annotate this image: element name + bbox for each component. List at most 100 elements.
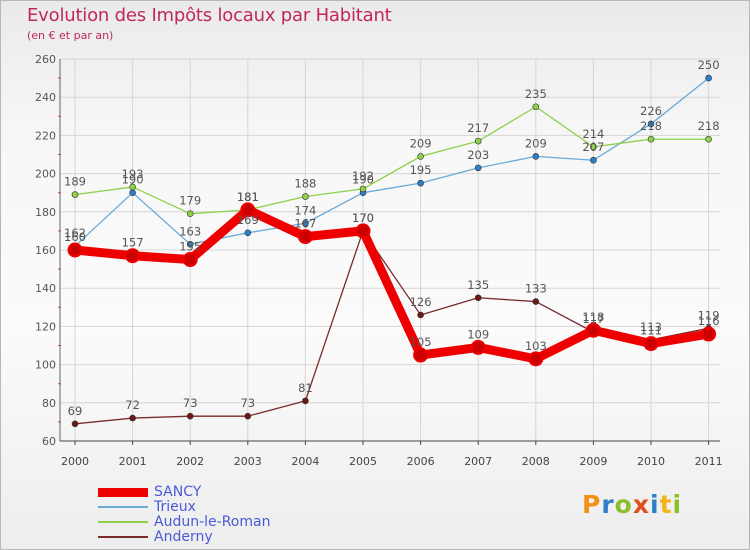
legend-label-sancy: SANCY: [154, 484, 202, 500]
logo-letter: o: [614, 490, 633, 519]
data-label: 73: [240, 396, 255, 410]
data-point: [643, 336, 659, 352]
data-point: [413, 347, 429, 363]
y-tick-label: 260: [35, 53, 56, 66]
data-label: 116: [698, 314, 720, 328]
legend-swatch-anderny: [98, 536, 148, 538]
data-point: [474, 164, 482, 172]
data-label: 226: [640, 104, 662, 118]
data-point: [244, 229, 252, 237]
y-tick-label: 240: [35, 91, 56, 104]
data-label: 109: [467, 327, 489, 341]
legend-label-anderny: Anderny: [154, 529, 213, 545]
x-tick-label: 2002: [176, 455, 204, 468]
data-label: 181: [237, 190, 259, 204]
data-point: [470, 339, 486, 355]
data-label: 190: [122, 173, 144, 187]
x-tick-label: 2000: [61, 455, 89, 468]
proxiti-logo: Proxiti: [582, 490, 682, 519]
data-label: 111: [640, 324, 662, 338]
data-label: 170: [352, 211, 374, 225]
data-point: [129, 414, 136, 422]
series-group: [67, 74, 717, 428]
data-label: 214: [582, 127, 604, 141]
chart-subtitle: (en € et par an): [27, 29, 114, 42]
x-tick-label: 2003: [234, 455, 262, 468]
data-label: 126: [410, 295, 432, 309]
data-point: [125, 248, 141, 264]
data-point: [302, 193, 309, 200]
logo-letter: x: [632, 490, 650, 519]
y-tick-label: 200: [35, 168, 56, 181]
data-point: [240, 202, 256, 218]
grid: [60, 58, 720, 442]
data-point: [474, 137, 482, 145]
data-label: 218: [698, 119, 720, 133]
data-label: 181: [237, 190, 259, 204]
logo-letter: r: [601, 490, 615, 519]
data-label: 105: [410, 335, 432, 349]
y-tick-label: 160: [35, 244, 56, 257]
data-label: 190: [352, 173, 374, 187]
data-point: [302, 219, 309, 227]
data-label: 209: [410, 136, 432, 150]
logo-letter: i: [650, 490, 660, 519]
data-point: [71, 420, 79, 428]
data-label: 218: [640, 119, 662, 133]
y-tick-label: 80: [42, 397, 56, 410]
data-label: 155: [179, 240, 201, 254]
data-label: 170: [352, 211, 374, 225]
legend-swatch-audun: [98, 521, 148, 523]
axes: 60 80 100 120 140 160 180 200 220 240 260 2000 2001 2…: [35, 53, 723, 468]
data-label: 117: [582, 312, 604, 326]
data-label: 174: [294, 203, 316, 217]
series-line-sancy: [70, 205, 714, 364]
data-label: 235: [525, 87, 547, 101]
data-point: [701, 326, 717, 342]
data-label: 207: [582, 140, 604, 154]
data-label: 167: [294, 217, 316, 231]
data-point: [532, 153, 540, 160]
data-label: 203: [467, 148, 489, 162]
data-label: 188: [294, 177, 316, 191]
data-label: 217: [467, 121, 489, 135]
data-point: [355, 223, 371, 239]
data-label: 118: [582, 310, 604, 324]
data-point: [359, 185, 367, 193]
data-label: 209: [525, 136, 547, 150]
x-tick-label: 2005: [349, 455, 377, 468]
data-label: 103: [525, 339, 547, 353]
data-point: [186, 210, 194, 218]
data-point: [590, 143, 597, 151]
legend-item-sancy: SANCY: [98, 484, 270, 500]
data-label: 69: [68, 404, 83, 418]
data-labels: 160 157 155 181 167 170 105 109 103 118 111 116 162 1…: [64, 58, 720, 418]
data-point: [186, 412, 194, 420]
legend-swatch-sancy: [98, 487, 148, 497]
data-point: [647, 120, 655, 128]
y-tick-label: 140: [35, 282, 56, 295]
y-tick-label: 120: [35, 320, 56, 333]
data-point: [129, 189, 136, 196]
data-point: [417, 311, 424, 319]
x-tick-label: 2006: [407, 455, 435, 468]
data-point: [417, 153, 424, 160]
data-label: 160: [64, 230, 86, 244]
legend-swatch-trieux: [98, 506, 148, 508]
x-tick-label: 2009: [579, 455, 607, 468]
legend: SANCY Trieux Audun-le-Roman Anderny: [98, 484, 270, 545]
data-point: [67, 242, 83, 258]
series-line-trieux: [74, 77, 710, 247]
data-point: [71, 191, 79, 198]
logo-letter: P: [582, 490, 602, 519]
y-tick-label: 100: [35, 359, 56, 372]
data-label: 73: [183, 396, 198, 410]
data-point: [302, 397, 309, 405]
data-point: [705, 135, 712, 143]
data-label: 72: [125, 398, 140, 412]
data-point: [590, 156, 597, 164]
data-label: 195: [410, 163, 432, 177]
y-tick-label: 220: [35, 129, 56, 142]
